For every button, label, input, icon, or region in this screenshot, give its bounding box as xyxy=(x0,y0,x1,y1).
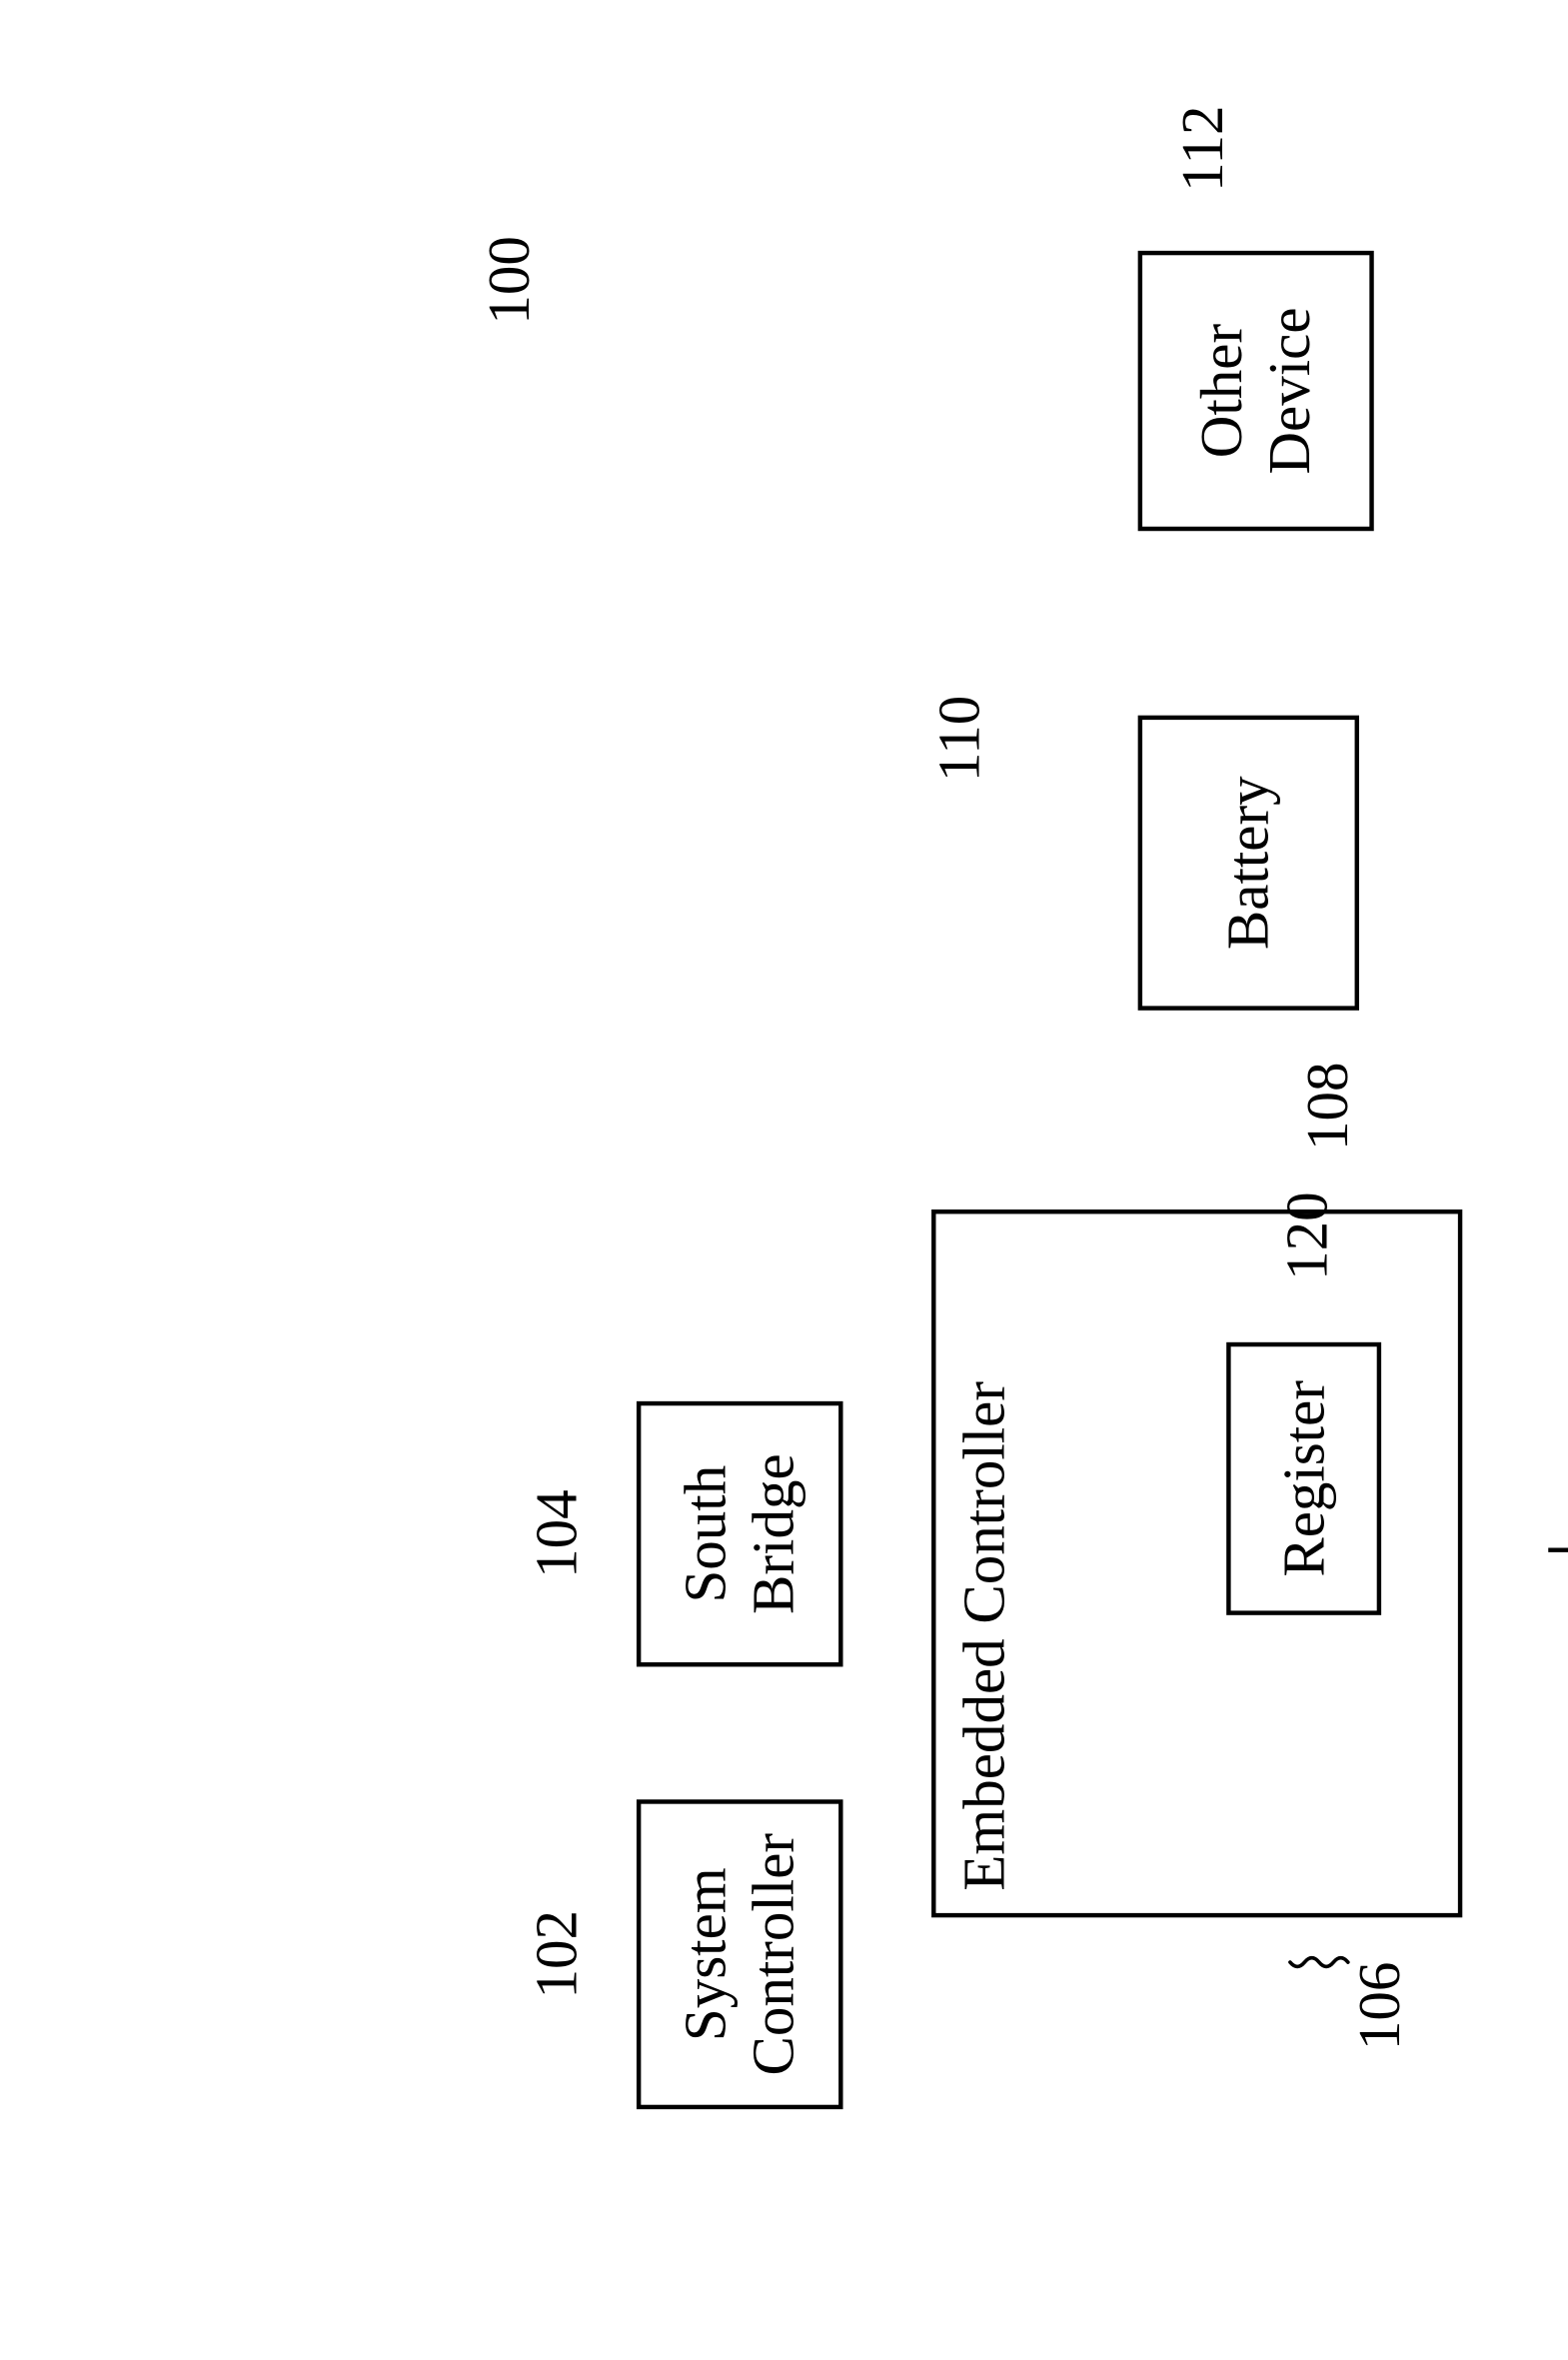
ref-120: 120 xyxy=(1271,1191,1340,1280)
node-label: Register xyxy=(1270,1380,1338,1577)
node-label: SouthBridge xyxy=(672,1453,807,1614)
node-system-controller: SystemController xyxy=(637,1799,843,2109)
ref-100: 100 xyxy=(475,236,544,325)
ref-102: 102 xyxy=(522,1910,591,1999)
node-label: Battery xyxy=(1214,776,1282,950)
node-label: SystemController xyxy=(672,1833,807,2076)
node-label: Embedded Controller xyxy=(949,1381,1018,1891)
node-south-bridge: SouthBridge xyxy=(637,1401,843,1667)
node-battery: Battery xyxy=(1138,716,1359,1011)
ref-112: 112 xyxy=(1167,105,1236,191)
ref-108: 108 xyxy=(1293,1062,1362,1151)
ref-110: 110 xyxy=(924,696,993,782)
ref-106: 106 xyxy=(1344,1962,1413,2051)
node-other-device: OtherDevice xyxy=(1138,251,1374,531)
ref-104: 104 xyxy=(522,1489,591,1578)
node-label: OtherDevice xyxy=(1188,307,1324,474)
node-register: Register xyxy=(1226,1342,1381,1615)
